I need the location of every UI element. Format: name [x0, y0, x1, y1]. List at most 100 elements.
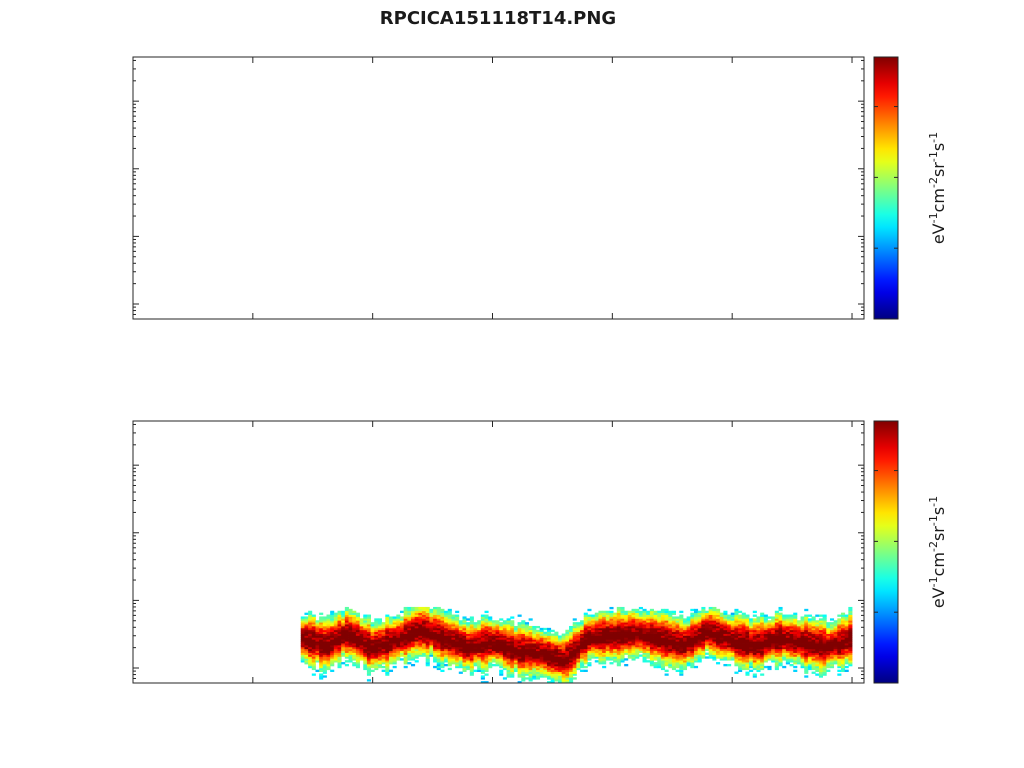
flux-cell	[462, 641, 467, 644]
flux-cell	[466, 656, 471, 659]
flux-cell	[300, 639, 305, 642]
flux-cell	[657, 663, 662, 667]
flux-cell	[576, 646, 581, 650]
flux-cell	[488, 620, 493, 623]
flux-cell	[355, 637, 360, 640]
flux-cell	[521, 673, 526, 676]
flux-cell	[447, 658, 452, 661]
flux-cell	[719, 644, 724, 648]
flux-cell	[451, 635, 456, 638]
flux-cell	[840, 620, 846, 623]
flux-cell	[433, 652, 438, 655]
flux-cell	[804, 633, 809, 636]
flux-cell	[701, 631, 706, 634]
flux-cell	[502, 622, 507, 625]
flux-cell	[840, 616, 846, 619]
flux-cell	[418, 652, 423, 655]
flux-cell	[675, 624, 680, 627]
flux-cell	[300, 633, 305, 636]
flux-cell	[311, 656, 316, 659]
flux-cell	[671, 663, 677, 667]
flux-cell	[444, 635, 449, 638]
flux-cell	[807, 639, 812, 642]
flux-cell	[484, 669, 489, 672]
flux-cell	[646, 622, 651, 625]
flux-cell	[642, 643, 647, 646]
flux-cell	[308, 654, 313, 657]
flux-cell	[657, 654, 662, 657]
spectrogram	[300, 606, 853, 684]
flux-cell	[396, 641, 401, 644]
flux-cell	[337, 633, 342, 636]
flux-cell	[734, 620, 739, 623]
flux-cell	[366, 648, 371, 652]
flux-cell	[682, 633, 688, 636]
flux-cell	[466, 641, 471, 644]
flux-cell	[646, 652, 651, 655]
flux-cell	[359, 624, 364, 627]
flux-cell	[609, 658, 614, 661]
flux-cell	[833, 641, 838, 644]
flux-cell	[414, 616, 419, 619]
flux-cell	[403, 660, 408, 663]
flux-cell	[705, 610, 710, 614]
flux-cell	[653, 620, 658, 623]
flux-cell	[837, 644, 842, 648]
flux-cell	[576, 650, 581, 653]
flux-cell	[572, 652, 577, 655]
flux-cell	[546, 656, 552, 659]
flux-cell	[668, 620, 673, 623]
flux-cell	[304, 662, 309, 665]
flux-cell	[484, 620, 489, 623]
flux-cell	[385, 650, 390, 653]
flux-cell	[499, 641, 504, 644]
flux-cell	[510, 650, 515, 653]
flux-cell	[738, 618, 743, 621]
flux-cell	[480, 648, 485, 652]
flux-cell	[756, 620, 761, 623]
flux-cell	[741, 635, 746, 638]
flux-cell	[363, 662, 368, 665]
flux-cell	[315, 637, 320, 640]
flux-cell	[447, 641, 452, 644]
flux-cell	[333, 616, 338, 619]
flux-cell	[598, 643, 603, 646]
flux-cell	[635, 648, 640, 652]
flux-cell	[517, 665, 522, 669]
flux-cell	[631, 608, 636, 612]
flux-cell	[502, 648, 507, 652]
flux-cell	[719, 637, 724, 640]
flux-cell	[583, 637, 588, 640]
flux-cell	[374, 644, 379, 648]
flux-cell	[826, 629, 831, 633]
flux-cell	[348, 654, 353, 657]
flux-cell	[727, 644, 732, 648]
flux-cell	[418, 612, 423, 615]
flux-cell	[418, 639, 423, 642]
flux-cell	[679, 610, 684, 614]
flux-cell	[366, 635, 371, 638]
flux-cell	[458, 654, 463, 657]
flux-cell	[337, 650, 342, 653]
flux-cell	[598, 620, 603, 623]
flux-cell	[539, 656, 544, 659]
flux-cell	[767, 644, 772, 648]
flux-cell	[521, 637, 526, 640]
flux-cell	[473, 639, 478, 642]
flux-cell	[330, 652, 335, 655]
flux-cell	[510, 639, 515, 642]
flux-cell	[671, 610, 677, 614]
flux-cell	[308, 612, 313, 615]
flux-cell	[565, 648, 570, 652]
flux-cell	[491, 635, 496, 638]
flux-cell	[385, 652, 390, 655]
flux-cell	[594, 639, 599, 642]
flux-cell	[734, 643, 739, 646]
flux-cell	[370, 663, 375, 667]
flux-cell	[502, 656, 507, 659]
flux-cell	[341, 639, 346, 642]
flux-cell	[407, 625, 412, 629]
flux-cell	[546, 652, 552, 655]
flux-cell	[414, 644, 419, 648]
flux-cell	[422, 646, 427, 650]
